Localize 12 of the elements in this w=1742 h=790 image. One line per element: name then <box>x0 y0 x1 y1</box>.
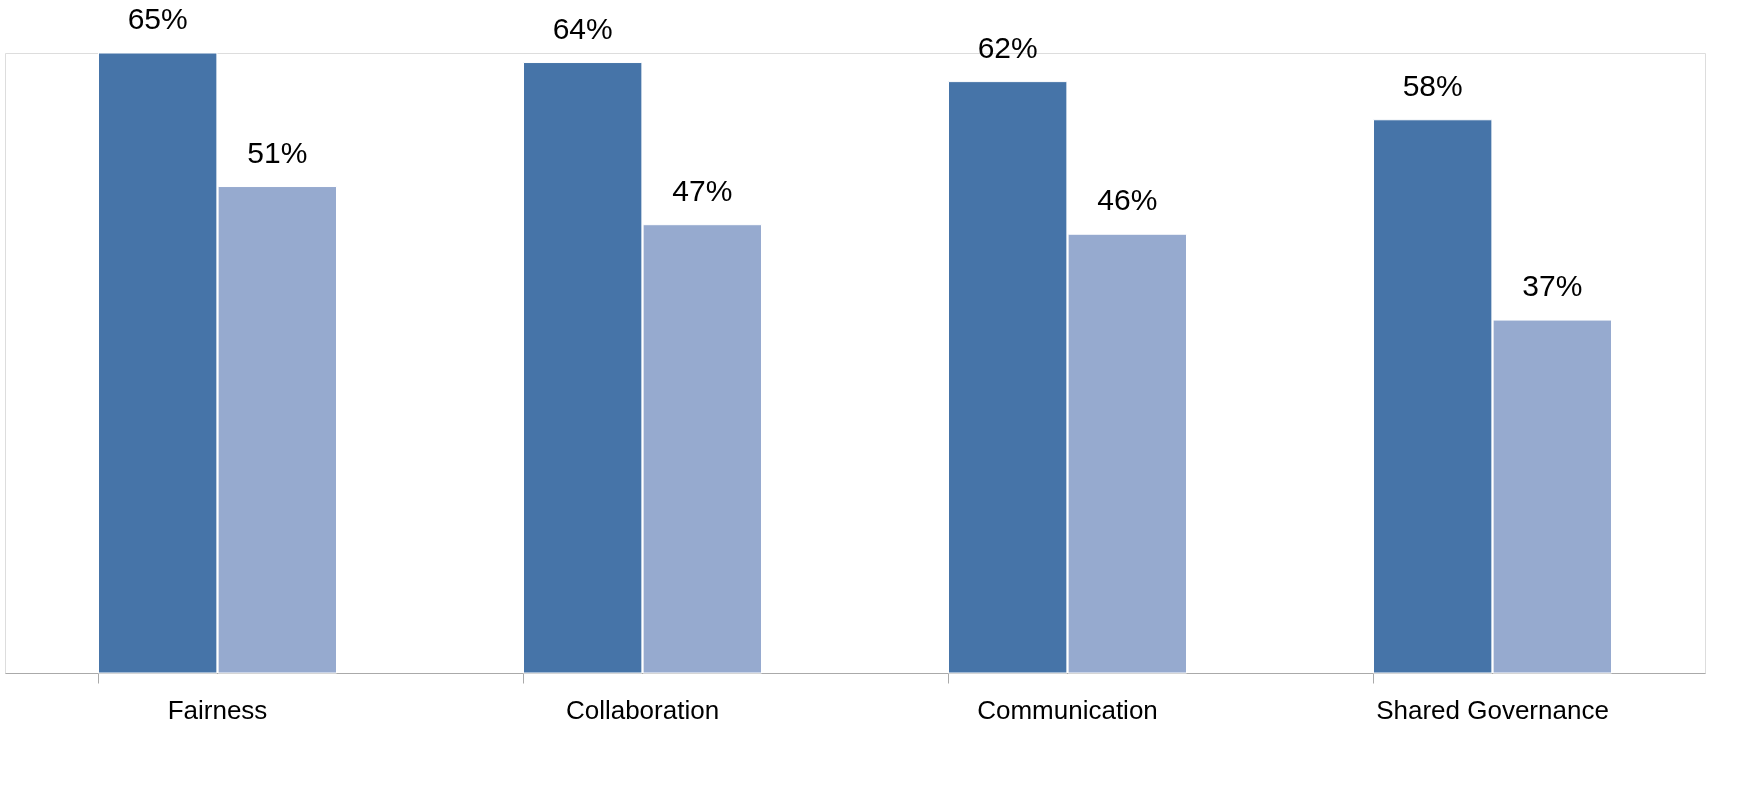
data-label: 46% <box>1097 183 1158 217</box>
x-tick-label: Communication <box>977 694 1158 725</box>
x-tick-label: Fairness <box>167 694 268 725</box>
data-label: 51% <box>247 135 308 169</box>
x-tick-label: Collaboration <box>565 694 720 725</box>
data-label: 58% <box>1402 68 1463 102</box>
data-label: 47% <box>672 173 733 207</box>
data-label: 64% <box>552 11 613 45</box>
data-label: 65% <box>127 2 188 35</box>
data-label: 37% <box>1522 269 1583 303</box>
x-tick-label: Shared Governance <box>1376 694 1609 725</box>
data-label: 62% <box>977 30 1038 64</box>
